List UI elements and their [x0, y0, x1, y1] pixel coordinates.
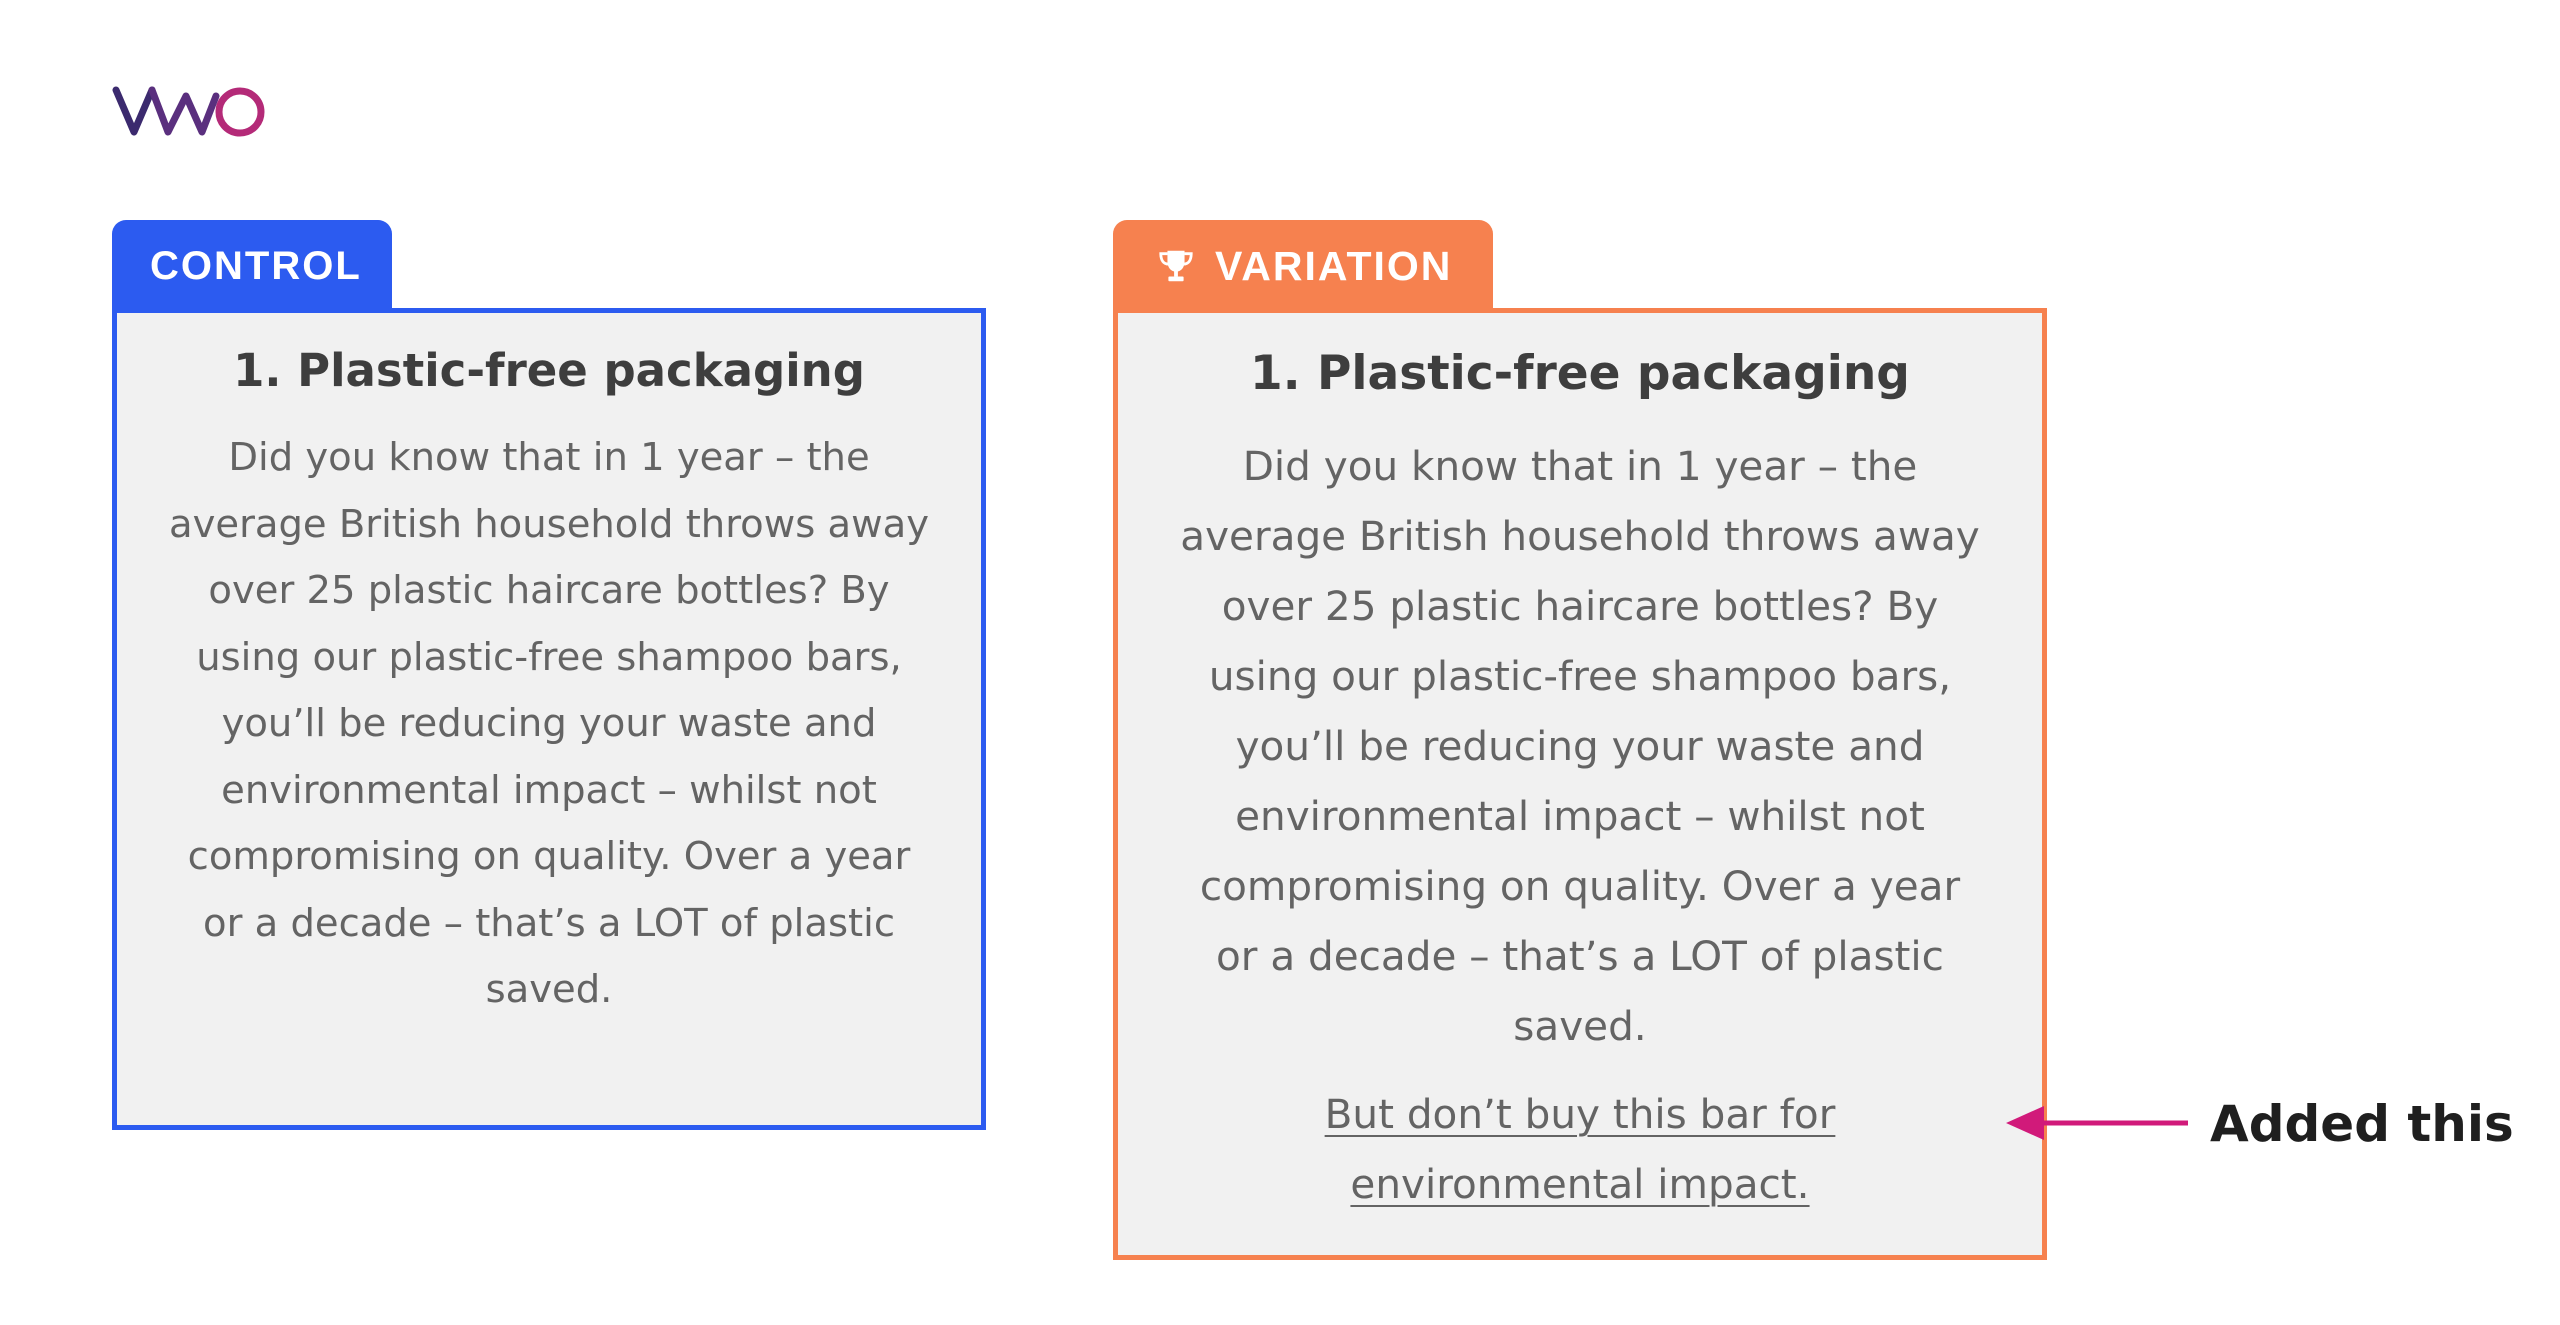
control-title: 1. Plastic-free packaging	[233, 344, 865, 397]
variation-title: 1. Plastic-free packaging	[1250, 346, 1910, 401]
variation-body: Did you know that in 1 year – the averag…	[1180, 442, 1980, 1050]
vwo-logo-icon	[112, 86, 265, 137]
tab-variation: VARIATION	[1113, 220, 1493, 312]
variation-panel: 1. Plastic-free packaging Did you know t…	[1113, 308, 2047, 1260]
control-body: Did you know that in 1 year – the averag…	[169, 435, 929, 1012]
tab-variation-label: VARIATION	[1215, 242, 1453, 289]
arrow-left-icon	[2006, 1106, 2188, 1140]
tab-control: CONTROL	[112, 220, 392, 312]
trophy-icon	[1159, 250, 1193, 282]
tab-control-label: CONTROL	[150, 243, 362, 288]
added-line-link[interactable]: But don’t buy this bar for environmental…	[1324, 1090, 1836, 1208]
control-panel: 1. Plastic-free packaging Did you know t…	[112, 308, 986, 1130]
annotation-label: Added this	[2210, 1095, 2514, 1153]
